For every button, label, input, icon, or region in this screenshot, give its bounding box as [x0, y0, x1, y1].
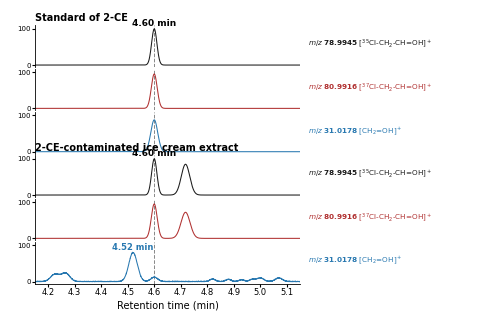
Text: Standard of 2-CE: Standard of 2-CE	[35, 14, 128, 23]
Text: 2-CE-contaminated ice cream extract: 2-CE-contaminated ice cream extract	[35, 143, 238, 153]
Text: $\mathit{m/z}$ $\mathbf{78.9945}$ [$^{35}$Cl-CH$_2$-CH=OH]$^+$: $\mathit{m/z}$ $\mathbf{78.9945}$ [$^{35…	[308, 37, 432, 50]
Text: $\mathit{m/z}$ $\mathbf{80.9916}$ [$^{37}$Cl-CH$_2$-CH=OH]$^+$: $\mathit{m/z}$ $\mathbf{80.9916}$ [$^{37…	[308, 81, 432, 94]
Text: $\mathit{m/z}$ $\mathbf{80.9916}$ [$^{37}$Cl-CH$_2$-CH=OH]$^+$: $\mathit{m/z}$ $\mathbf{80.9916}$ [$^{37…	[308, 211, 432, 224]
Text: 4.60 min: 4.60 min	[132, 19, 176, 28]
Text: $\mathit{m/z}$ $\mathbf{31.0178}$ [CH$_2$=OH]$^+$: $\mathit{m/z}$ $\mathbf{31.0178}$ [CH$_2…	[308, 125, 402, 136]
Text: $\mathit{m/z}$ $\mathbf{78.9945}$ [$^{35}$Cl-CH$_2$-CH=OH]$^+$: $\mathit{m/z}$ $\mathbf{78.9945}$ [$^{35…	[308, 168, 432, 180]
Text: $\mathit{m/z}$ $\mathbf{31.0178}$ [CH$_2$=OH]$^+$: $\mathit{m/z}$ $\mathbf{31.0178}$ [CH$_2…	[308, 255, 402, 266]
Text: 4.60 min: 4.60 min	[132, 149, 176, 158]
X-axis label: Retention time (min): Retention time (min)	[116, 300, 218, 310]
Text: 4.52 min: 4.52 min	[112, 243, 154, 252]
